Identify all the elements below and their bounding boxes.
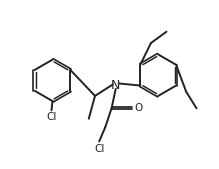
Text: O: O <box>135 103 143 113</box>
Text: N: N <box>111 79 120 92</box>
Text: Cl: Cl <box>94 144 104 154</box>
Text: Cl: Cl <box>46 113 57 123</box>
